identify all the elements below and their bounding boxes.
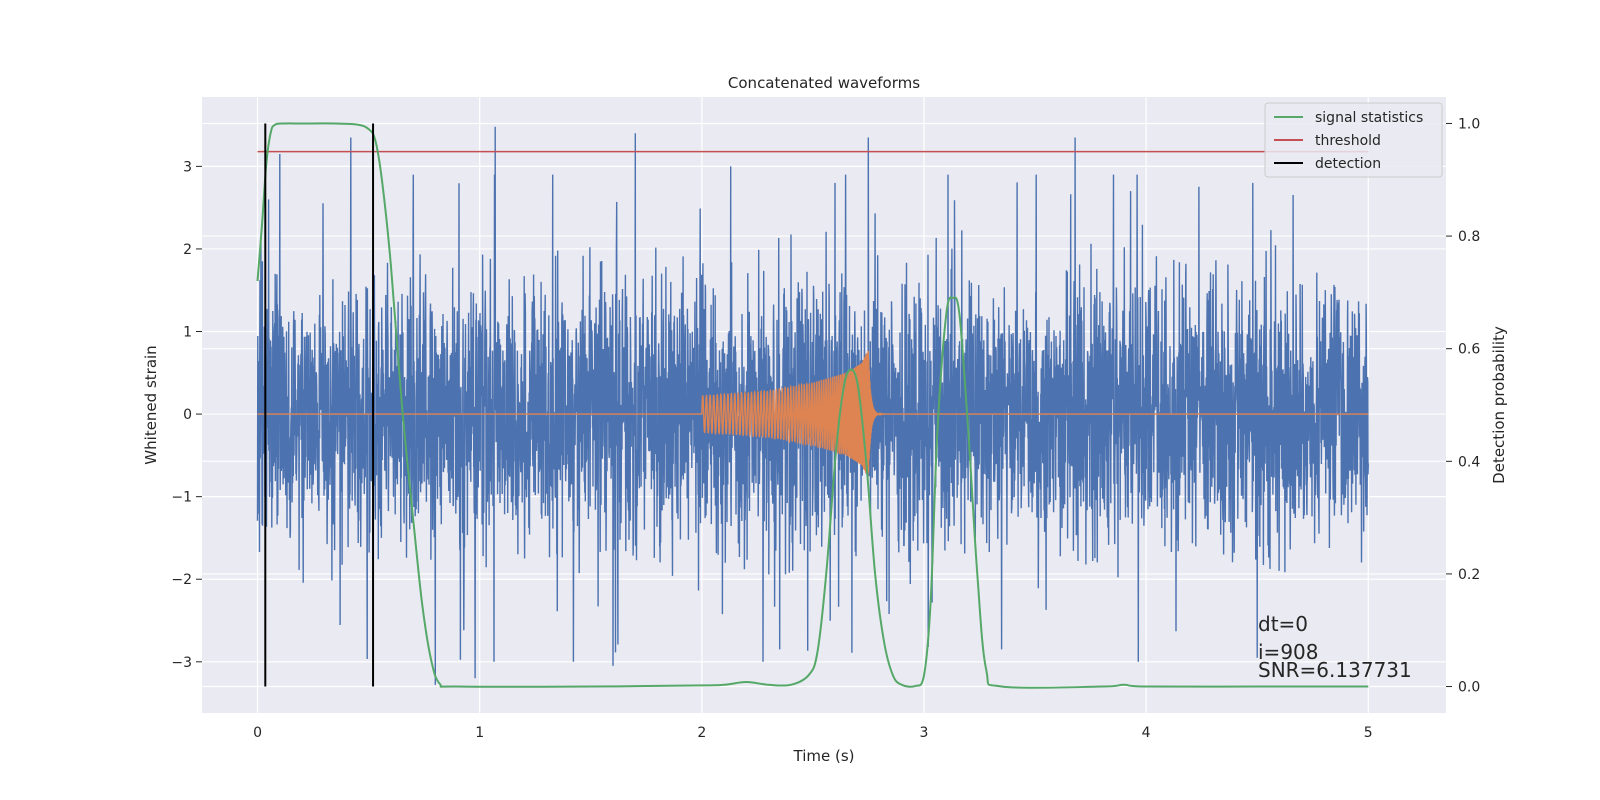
legend-label-threshold: threshold xyxy=(1315,133,1381,149)
ticks: 0 1 2 3 4 5 −3 −2 −1 0 1 2 3 0.0 0.2 0.4 0.6 0.8 1.0 xyxy=(171,116,1480,741)
y-tick-label: −1 xyxy=(171,490,192,506)
x-tick-label: 5 xyxy=(1364,725,1373,741)
y-tick-label: −3 xyxy=(171,655,192,671)
x-tick-label: 4 xyxy=(1142,725,1151,741)
y-tick-label: 1 xyxy=(183,325,192,341)
x-axis-label: Time (s) xyxy=(793,747,855,765)
y2-tick-label: 0.8 xyxy=(1458,229,1480,245)
x-tick-label: 0 xyxy=(253,725,262,741)
y2-axis-label: Detection probability xyxy=(1490,326,1508,484)
strain-trace xyxy=(256,126,1369,685)
y-tick-label: 0 xyxy=(183,407,192,423)
y2-tick-label: 0.6 xyxy=(1458,342,1480,358)
x-tick-label: 3 xyxy=(920,725,929,741)
legend-label-signal-statistics: signal statistics xyxy=(1315,110,1423,126)
legend: signal statistics threshold detection xyxy=(1264,102,1443,178)
annotation-index: i=908 xyxy=(1258,640,1319,664)
x-tick-label: 1 xyxy=(475,725,484,741)
y2-tick-label: 0.0 xyxy=(1458,680,1480,696)
chart-title: Concatenated waveforms xyxy=(728,74,920,92)
series-layer xyxy=(256,122,1369,689)
y-tick-label: 3 xyxy=(183,159,192,175)
chirp-trace xyxy=(257,350,1369,478)
y2-tick-label: 0.2 xyxy=(1458,567,1480,583)
y2-tick-label: 1.0 xyxy=(1458,116,1480,132)
y2-tick-label: 0.4 xyxy=(1458,454,1480,470)
y-tick-label: 2 xyxy=(183,242,192,258)
legend-label-detection: detection xyxy=(1315,156,1381,172)
annotation-snr: SNR=6.137731 xyxy=(1258,658,1412,682)
x-tick-label: 2 xyxy=(697,725,706,741)
y-tick-label: −2 xyxy=(171,572,192,588)
legend-box xyxy=(1264,102,1443,178)
annotation-dt: dt=0 xyxy=(1258,612,1308,636)
y-axis-label: Whitened strain xyxy=(142,345,160,464)
